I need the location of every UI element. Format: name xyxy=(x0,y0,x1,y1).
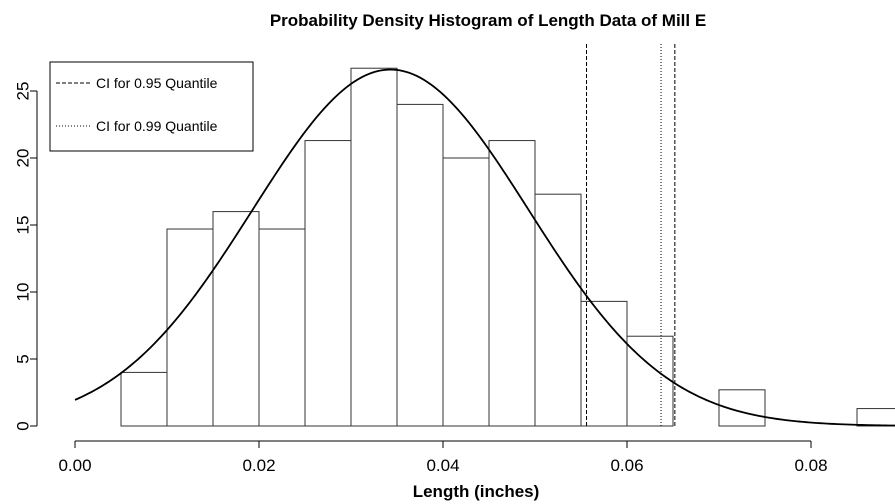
x-tick-label: 0.02 xyxy=(242,456,275,475)
x-tick-label: 0.08 xyxy=(794,456,827,475)
y-tick-label: 25 xyxy=(14,82,33,101)
y-tick-label: 0 xyxy=(14,421,33,430)
density-curve xyxy=(74,68,895,427)
histogram-bar xyxy=(580,300,628,427)
legend-box xyxy=(49,61,254,152)
legend-label-ci-099: CI for 0.99 Quantile xyxy=(96,118,218,134)
y-tick-label: 15 xyxy=(14,216,33,235)
y-axis: 0 5 10 15 20 25 xyxy=(14,82,38,431)
y-tick-label: 5 xyxy=(14,354,33,363)
y-tick-label: 10 xyxy=(14,283,33,302)
histogram-bars xyxy=(120,67,895,427)
legend: CI for 0.95 Quantile CI for 0.99 Quantil… xyxy=(49,61,254,152)
y-tick-label: 20 xyxy=(14,149,33,168)
histogram-bar xyxy=(258,228,306,427)
histogram-bar xyxy=(396,103,444,427)
histogram-bar xyxy=(534,193,582,427)
chart-title: Probability Density Histogram of Length … xyxy=(270,11,706,30)
histogram-bar xyxy=(442,157,490,427)
histogram-bar xyxy=(304,140,352,427)
histogram-bar xyxy=(166,228,214,427)
histogram-bar xyxy=(212,211,260,427)
histogram-bar xyxy=(856,408,895,427)
histogram-bar xyxy=(120,371,168,427)
x-axis-label: Length (inches) xyxy=(413,482,540,501)
histogram-bar xyxy=(350,67,398,427)
x-tick-label: 0.00 xyxy=(58,456,91,475)
ci-lines xyxy=(586,44,676,428)
x-tick-label: 0.06 xyxy=(610,456,643,475)
legend-label-ci-095: CI for 0.95 Quantile xyxy=(96,75,218,91)
x-tick-label: 0.04 xyxy=(426,456,459,475)
x-axis: 0.00 0.02 0.04 0.06 0.08 xyxy=(58,440,828,475)
histogram-bar xyxy=(488,140,536,427)
